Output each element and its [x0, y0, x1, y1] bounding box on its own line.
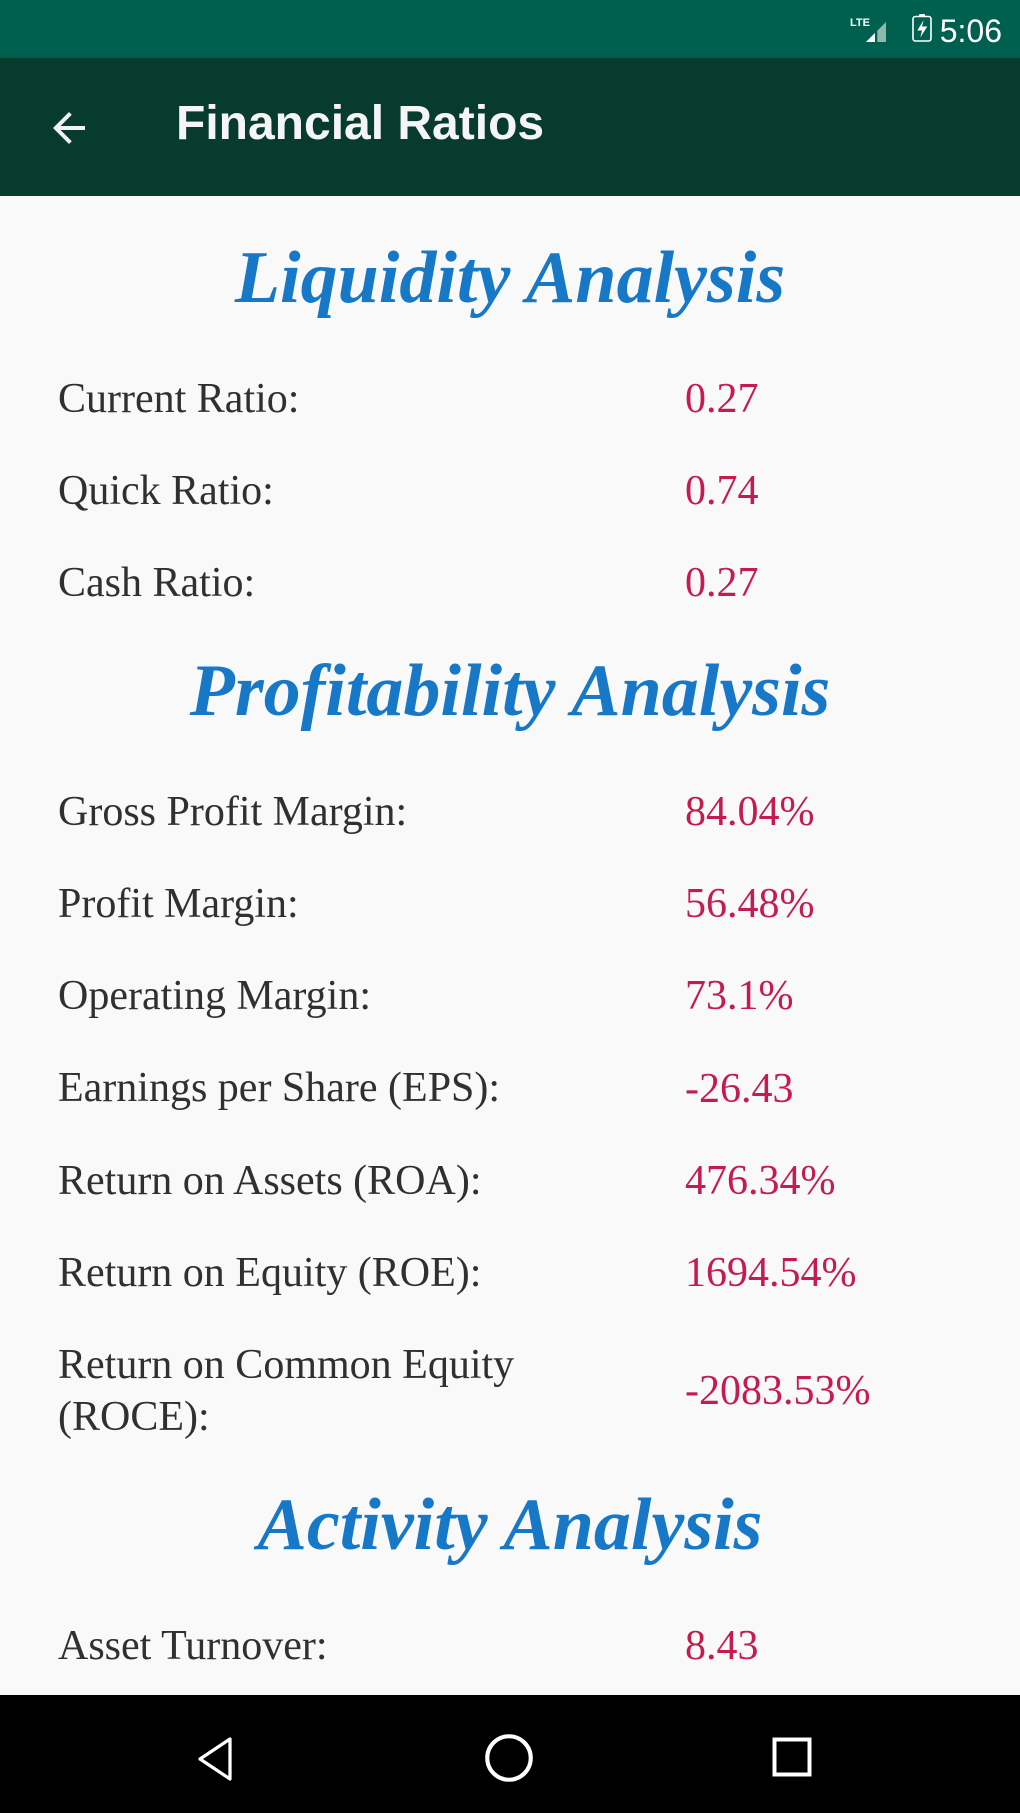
svg-text:LTE: LTE — [850, 17, 870, 29]
